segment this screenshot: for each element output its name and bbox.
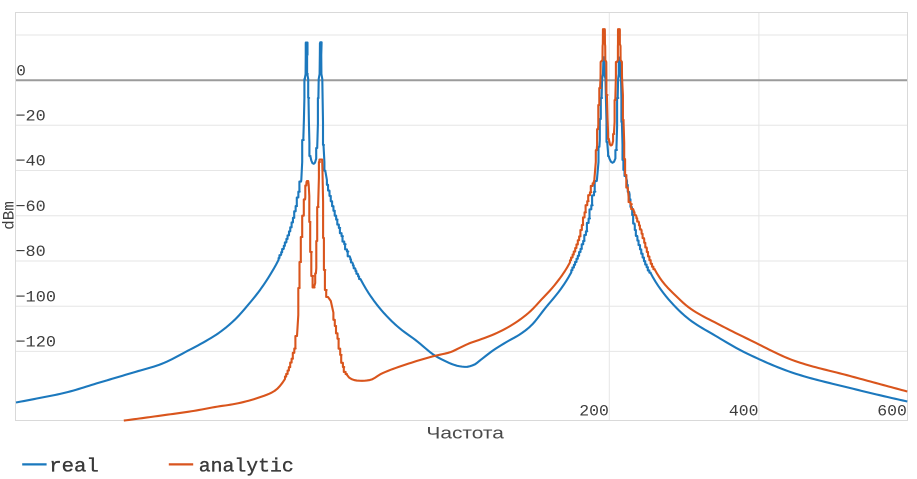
svg-text:−120: −120: [15, 334, 56, 352]
svg-text:dBm: dBm: [1, 201, 19, 230]
svg-text:200: 200: [579, 403, 609, 421]
svg-text:−20: −20: [15, 107, 45, 125]
svg-text:−80: −80: [15, 243, 45, 261]
svg-text:real: real: [49, 456, 99, 478]
svg-text:−40: −40: [15, 153, 45, 171]
svg-text:600: 600: [877, 403, 907, 421]
svg-text:analytic: analytic: [199, 456, 294, 478]
svg-text:0: 0: [16, 62, 26, 80]
svg-text:Частота: Частота: [426, 425, 505, 443]
svg-text:−100: −100: [15, 288, 56, 306]
svg-text:−60: −60: [15, 198, 45, 216]
svg-text:400: 400: [729, 403, 759, 421]
